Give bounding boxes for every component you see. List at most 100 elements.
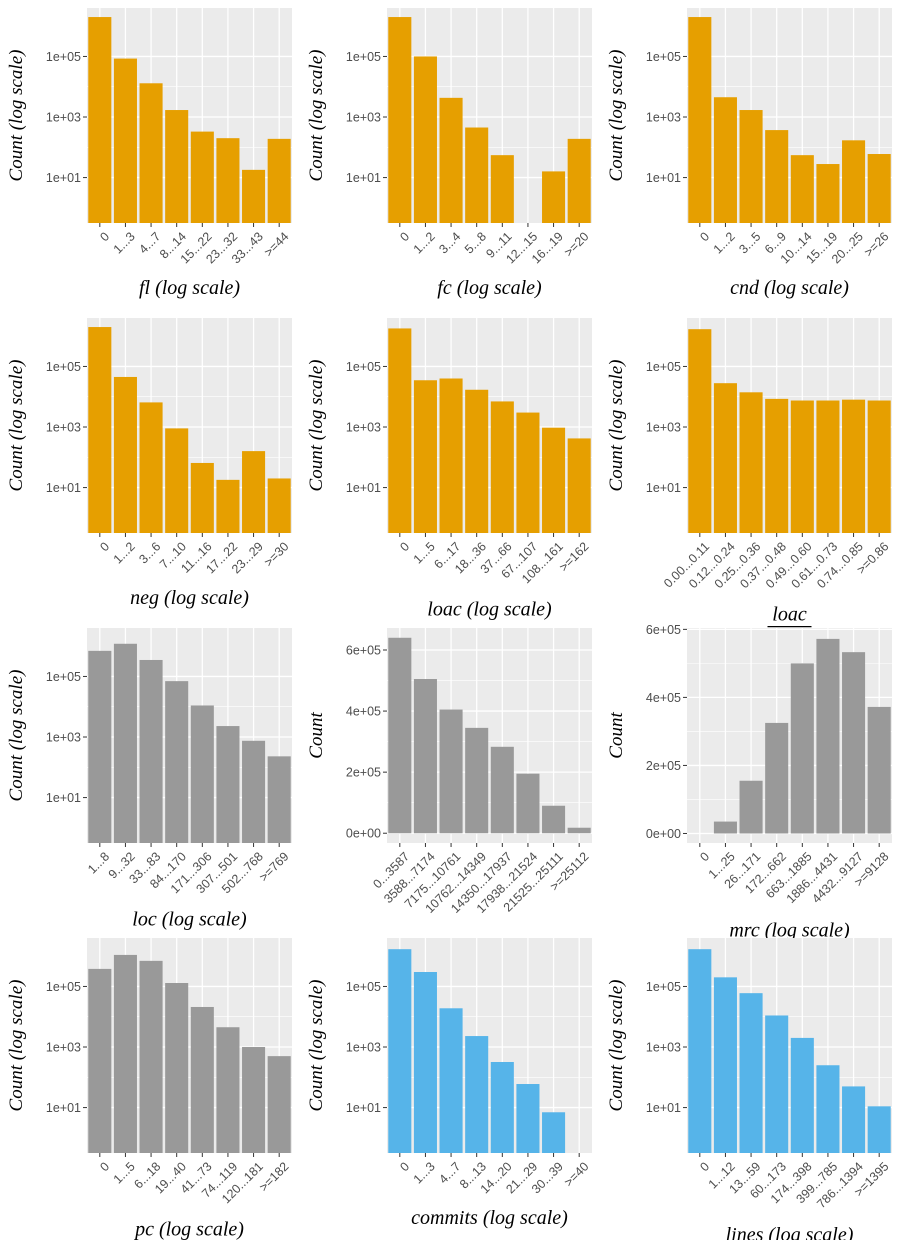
bar-6: [516, 412, 540, 533]
x-tick-label: 3...4: [436, 229, 463, 256]
bar-1: [688, 329, 712, 533]
y-tick-label: 1e+05: [646, 50, 681, 64]
x-axis-title: commits (log scale): [411, 1207, 568, 1229]
bar-4: [765, 130, 789, 223]
chart-panel-1: 1e+01 1e+03 1e+05 0 1...3 4...7 8...14 15...22 2…: [0, 0, 300, 310]
x-tick-label: >=182: [257, 1159, 292, 1194]
bar-7: [242, 740, 266, 843]
bar-5: [190, 705, 214, 843]
bar-4: [465, 1036, 489, 1153]
bar-6: [516, 1084, 540, 1153]
x-tick-label: 0: [97, 1159, 112, 1174]
bar-3: [739, 993, 763, 1153]
bar-2: [413, 380, 437, 533]
x-axis-title: neg (log scale): [130, 587, 249, 609]
bar-4: [165, 110, 189, 223]
chart-panel-7: 1e+01 1e+03 1e+05 1...8 9...32 33...83 84...17…: [0, 620, 300, 930]
chart-svg: 0e+002e+054e+056e+050...35873588...71747…: [306, 628, 592, 953]
bar-1: [88, 650, 112, 843]
bar-6: [816, 400, 840, 533]
x-tick-label: 0: [397, 1159, 412, 1174]
bar-2: [113, 643, 137, 843]
y-tick-label: 1e+05: [346, 50, 381, 64]
x-tick-label: 3...5: [736, 229, 763, 256]
y-tick-label: 1e+03: [346, 421, 381, 435]
y-tick-label: 1e+01: [46, 1101, 81, 1115]
bar-6: [816, 164, 840, 223]
y-tick-label: 1e+01: [346, 171, 381, 185]
x-tick-label: 1...2: [711, 229, 738, 256]
bar-7: [242, 1047, 266, 1153]
bar-4: [765, 722, 789, 834]
bar-5: [790, 155, 814, 223]
y-tick-label: 1e+03: [46, 731, 81, 745]
chart-panel-2: 1e+01 1e+03 1e+05 0 1...2 3...4 5...8 9...11 12.…: [300, 0, 600, 310]
y-tick-label: 6e+05: [646, 623, 681, 637]
bar-1: [388, 17, 412, 224]
bar-8: [867, 400, 891, 533]
chart-svg: 1e+011e+031e+050.00...0.110.12...0.240.2…: [606, 318, 892, 653]
y-tick-label: 1e+05: [346, 360, 381, 374]
x-axis-title: loac (log scale): [427, 598, 552, 620]
bar-7: [842, 140, 866, 223]
y-tick-label: 1e+05: [646, 360, 681, 374]
bar-5: [490, 155, 514, 223]
bar-8: [867, 1106, 891, 1153]
bar-5: [490, 401, 514, 533]
bar-2: [113, 954, 137, 1153]
chart-panel-3: 1e+01 1e+03 1e+05 0 1...2 3...5 6...9 10...14 15…: [600, 0, 900, 310]
bar-4: [765, 1015, 789, 1153]
bar-3: [439, 97, 463, 223]
x-tick-label: >=44: [261, 229, 291, 259]
bar-8: [567, 827, 591, 834]
bar-6: [216, 479, 240, 533]
y-axis-title: Count (log scale): [606, 980, 627, 1112]
chart-svg: 1e+011e+031e+051...89...3233...8384...17…: [6, 628, 292, 930]
y-tick-label: 1e+03: [46, 421, 81, 435]
bar-5: [190, 462, 214, 533]
y-tick-label: 2e+05: [346, 766, 381, 780]
chart-svg: 1e+011e+031e+0501...34...78...1415...222…: [6, 8, 292, 299]
chart-svg: 1e+011e+031e+0501...56...1819...4041...7…: [6, 938, 292, 1240]
bar-1: [688, 949, 712, 1153]
y-axis-title: Count: [306, 712, 327, 759]
y-axis-title: Count (log scale): [6, 670, 27, 802]
chart-panel-4: 1e+01 1e+03 1e+05 0 1...2 3...6 7...10 11...16 1…: [0, 310, 300, 620]
bar-3: [139, 960, 163, 1153]
bar-4: [465, 727, 489, 834]
bar-8: [267, 138, 291, 223]
bar-6: [816, 638, 840, 834]
x-tick-label: >=162: [557, 539, 592, 574]
x-axis-title: lines (log scale): [726, 1224, 854, 1240]
y-tick-label: 1e+05: [46, 980, 81, 994]
x-tick-label: 0: [697, 849, 712, 864]
x-tick-label: >=40: [561, 1159, 591, 1189]
y-tick-label: 1e+01: [346, 481, 381, 495]
bar-5: [790, 1037, 814, 1153]
bar-8: [567, 438, 591, 533]
y-tick-label: 1e+03: [346, 1041, 381, 1055]
chart-panel-10: 1e+01 1e+03 1e+05 0 1...5 6...18 19...40 41...7…: [0, 930, 300, 1240]
y-axis-title: Count (log scale): [606, 50, 627, 182]
bar-1: [388, 949, 412, 1153]
bar-4: [165, 681, 189, 843]
bar-8: [567, 138, 591, 223]
y-tick-label: 1e+05: [346, 980, 381, 994]
y-tick-label: 1e+01: [646, 481, 681, 495]
y-tick-label: 2e+05: [646, 759, 681, 773]
bar-2: [713, 383, 737, 533]
x-tick-label: >=20: [561, 229, 591, 259]
x-tick-label: 0: [697, 1159, 712, 1174]
y-axis-title: Count (log scale): [6, 50, 27, 182]
x-tick-label: 0: [397, 539, 412, 554]
bar-3: [139, 83, 163, 223]
bar-2: [413, 679, 437, 834]
x-axis-title: fl (log scale): [139, 277, 240, 299]
x-axis-title: fc (log scale): [437, 277, 542, 299]
bar-7: [842, 399, 866, 533]
bar-4: [165, 428, 189, 533]
bar-4: [465, 389, 489, 533]
bar-8: [867, 154, 891, 223]
chart-panel-9: 0e+00 2e+05 4e+05 6e+05 0 1...25 26...171 172..…: [600, 620, 900, 942]
